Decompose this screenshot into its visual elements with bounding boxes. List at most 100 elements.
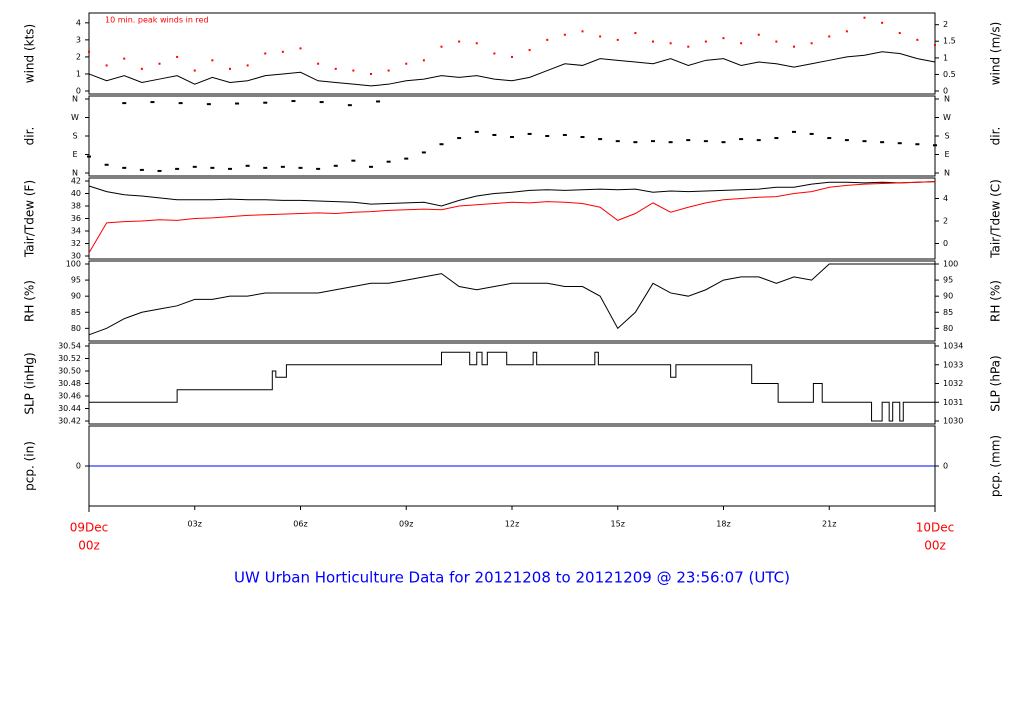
y-tick-right: 1032 xyxy=(943,379,963,388)
panel-2: Tair/Tdew (F) Tair/Tdew (C)30323436384042… xyxy=(23,177,1003,261)
peak-wind-point xyxy=(422,59,425,62)
x-end-time: 00z xyxy=(924,539,946,553)
x-tick-label: 12z xyxy=(505,520,519,529)
x-tick-label: 15z xyxy=(611,520,625,529)
y-tick-left: 30.44 xyxy=(58,404,81,413)
y-label-left: pcp. (in) xyxy=(23,441,37,491)
peak-wind-point xyxy=(405,62,408,65)
y-label-right: RH (%) xyxy=(989,280,1003,322)
peak-wind-point xyxy=(334,67,337,70)
peak-wind-point xyxy=(105,64,108,67)
y-tick-right: S xyxy=(944,132,949,141)
dir-point xyxy=(527,132,532,135)
dir-point xyxy=(827,137,832,140)
x-tick-label: 03z xyxy=(188,520,202,529)
y-label-right: wind (m/s) xyxy=(989,22,1003,86)
peak-wind-point xyxy=(176,55,179,58)
peak-wind-point xyxy=(123,57,126,60)
series-line-0 xyxy=(88,263,935,336)
y-tick-right: 85 xyxy=(943,308,953,317)
x-start-date: 09Dec xyxy=(70,521,109,535)
dir-point xyxy=(721,141,726,144)
dir-point xyxy=(369,165,373,168)
y-tick-left: 30.42 xyxy=(58,417,81,426)
dir-point xyxy=(562,133,567,136)
y-tick-right: 1033 xyxy=(943,360,963,369)
y-tick-left: 85 xyxy=(71,308,81,317)
y-tick-left: 30.50 xyxy=(58,367,81,376)
peak-wind-point xyxy=(669,42,672,45)
dir-point xyxy=(347,104,352,107)
peak-wind-point xyxy=(88,50,90,53)
peak-wind-point xyxy=(793,45,795,48)
dir-point xyxy=(316,167,321,170)
peak-wind-point xyxy=(458,40,461,43)
y-tick-right: 1031 xyxy=(943,398,963,407)
peak-wind-annotation: 10 min. peak winds in red xyxy=(105,16,209,25)
dir-point xyxy=(175,167,180,170)
series-line-0 xyxy=(88,51,936,87)
x-tick-label: 06z xyxy=(293,520,307,529)
dir-point xyxy=(668,141,673,144)
y-tick-right: 2 xyxy=(943,217,948,226)
y-tick-left: 95 xyxy=(71,276,81,285)
peak-wind-point xyxy=(493,52,496,55)
chart-caption: UW Urban Horticulture Data for 20121208 … xyxy=(234,569,790,587)
y-tick-left: N xyxy=(72,169,78,178)
peak-wind-point xyxy=(511,55,513,58)
dir-point xyxy=(897,142,902,145)
y-label-right: Tair/Tdew (C) xyxy=(989,179,1003,259)
y-tick-left: 0 xyxy=(76,462,81,471)
dir-point xyxy=(263,101,268,104)
y-tick-left: 1 xyxy=(76,69,81,78)
dir-point xyxy=(376,100,381,103)
peak-wind-point xyxy=(810,42,813,45)
dir-point xyxy=(150,101,155,104)
dir-point xyxy=(686,139,691,142)
dir-point xyxy=(739,138,744,141)
dir-point xyxy=(192,165,197,168)
panel-0: wind (kts) wind (m/s) 0 1 2 3 4 0 0.5 1 1.5 2 10 min… xyxy=(23,12,1003,96)
peak-wind-point xyxy=(528,49,531,52)
dir-point xyxy=(139,168,144,171)
panel-frame xyxy=(88,12,936,95)
peak-wind-point xyxy=(229,67,231,70)
dir-point xyxy=(206,103,211,106)
peak-wind-point xyxy=(845,30,848,33)
panel-frame xyxy=(88,260,936,342)
dir-point xyxy=(333,164,338,167)
x-end-date: 10Dec xyxy=(916,521,955,535)
dir-point xyxy=(351,159,356,162)
y-tick-left: 38 xyxy=(71,202,81,211)
y-tick-left: 34 xyxy=(71,227,81,236)
y-tick-right: 1.5 xyxy=(943,37,956,46)
y-tick-left: N xyxy=(72,95,78,104)
series-line-0 xyxy=(88,181,936,207)
y-tick-left: 30.52 xyxy=(58,354,81,363)
y-tick-left: 30.48 xyxy=(58,379,81,388)
peak-wind-point xyxy=(299,47,302,50)
peak-wind-point xyxy=(616,38,619,41)
y-tick-left: S xyxy=(72,132,77,141)
y-tick-right: 4 xyxy=(943,194,948,203)
peak-wind-point xyxy=(281,50,284,53)
y-tick-left: 30 xyxy=(71,252,81,261)
dir-point xyxy=(439,143,444,146)
dir-point xyxy=(792,130,796,133)
dir-point xyxy=(474,130,479,133)
peak-wind-point xyxy=(387,69,390,72)
x-start-time: 00z xyxy=(78,539,100,553)
dir-point xyxy=(651,140,655,143)
dir-point xyxy=(598,138,603,141)
panel-4: SLP (inHg) SLP (hPa) 30.42 30.44 30.46 30.48 3… xyxy=(23,342,1003,426)
y-label-right: SLP (hPa) xyxy=(989,355,1003,411)
peak-wind-point xyxy=(775,40,778,43)
dir-point xyxy=(457,137,462,140)
y-tick-right: 95 xyxy=(943,276,953,285)
peak-wind-point xyxy=(722,37,725,40)
dir-point xyxy=(492,133,497,136)
dir-point xyxy=(228,167,232,170)
peak-wind-point xyxy=(546,38,549,41)
